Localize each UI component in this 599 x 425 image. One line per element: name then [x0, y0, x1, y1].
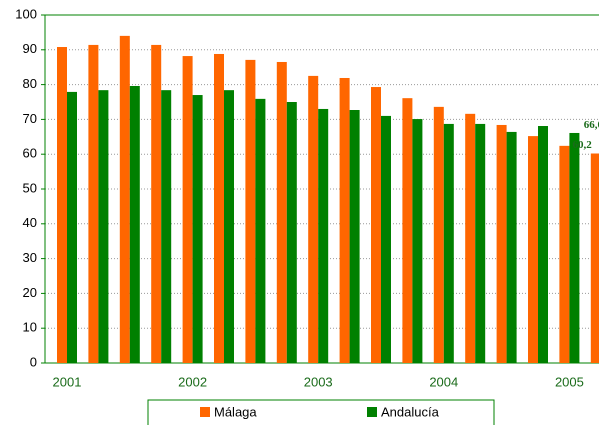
- value-label: 60,2: [573, 139, 593, 151]
- bar: [129, 85, 140, 363]
- legend-swatch: [200, 407, 210, 417]
- bar: [182, 56, 193, 364]
- bar: [98, 90, 109, 363]
- bar: [412, 119, 423, 363]
- bar: [88, 44, 99, 363]
- legend-label: Málaga: [214, 404, 257, 419]
- bar: [286, 102, 297, 363]
- y-tick-label: 20: [23, 285, 37, 300]
- bar: [433, 106, 444, 363]
- bar: [538, 126, 548, 364]
- y-tick-label: 40: [23, 215, 37, 230]
- bar: [214, 53, 224, 363]
- x-tick-label: 2003: [304, 374, 333, 389]
- y-tick-label: 30: [23, 250, 37, 265]
- y-tick-label: 80: [23, 76, 37, 91]
- bar: [590, 153, 599, 363]
- x-tick-label: 2001: [53, 374, 82, 389]
- bar: [349, 110, 360, 363]
- y-tick-label: 100: [15, 6, 37, 21]
- bar: [339, 77, 350, 363]
- y-tick-label: 50: [23, 180, 37, 195]
- bar: [506, 131, 517, 363]
- bar: [496, 124, 507, 363]
- bar: [245, 59, 256, 363]
- y-tick-label: 60: [23, 146, 37, 161]
- bar: [371, 87, 381, 363]
- y-tick-label: 0: [30, 354, 37, 369]
- legend-swatch: [367, 407, 377, 417]
- bar: [528, 136, 538, 363]
- bar: [192, 95, 203, 363]
- bar: [57, 47, 67, 364]
- bar: [276, 61, 287, 363]
- bar: [151, 44, 162, 363]
- bar: [381, 115, 391, 363]
- value-label: 66,0: [584, 119, 599, 131]
- y-tick-label: 70: [23, 111, 37, 126]
- bar: [569, 132, 580, 363]
- bar: [255, 98, 266, 364]
- bar: [465, 113, 476, 363]
- x-tick-label: 2004: [429, 374, 458, 389]
- bar: [308, 75, 319, 364]
- bar: [475, 123, 486, 363]
- bar: [318, 108, 329, 364]
- bar: [67, 91, 77, 364]
- x-tick-label: 2002: [178, 374, 207, 389]
- y-tick-label: 90: [23, 41, 37, 56]
- legend-label: Andalucía: [381, 404, 440, 419]
- bar: [161, 90, 172, 363]
- x-tick-label: 2005: [555, 374, 584, 389]
- bar: [443, 123, 454, 363]
- legend-box: [147, 399, 495, 425]
- y-tick-label: 10: [23, 320, 37, 335]
- bar: [402, 98, 413, 363]
- bar: [224, 90, 234, 363]
- bar: [119, 35, 130, 363]
- bar: [559, 145, 570, 363]
